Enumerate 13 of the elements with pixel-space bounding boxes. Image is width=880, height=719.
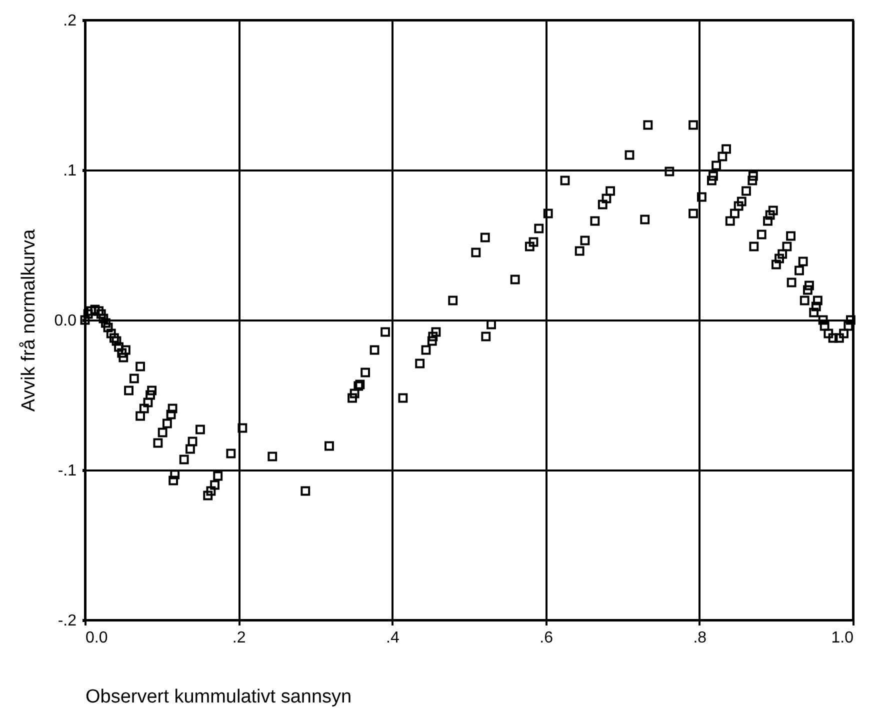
x-tick-label: 0.0: [86, 630, 108, 646]
x-tick-label: .2: [232, 630, 246, 646]
x-tick-label: 1.0: [831, 630, 854, 646]
y-tick-label: -.1: [58, 462, 77, 480]
y-tick-label: 0.0: [54, 312, 77, 330]
y-tick-label: -.2: [58, 612, 77, 630]
y-tick-label: .1: [63, 162, 77, 180]
x-tick-label: .4: [386, 630, 400, 646]
y-axis-title: Avvik frå normalkurva: [18, 228, 40, 412]
x-tick-label: .6: [540, 630, 554, 646]
x-axis-title: Observert kummulativt sannsyn: [86, 686, 352, 708]
x-tick-label: .8: [693, 630, 707, 646]
y-tick-label: .2: [63, 12, 77, 30]
